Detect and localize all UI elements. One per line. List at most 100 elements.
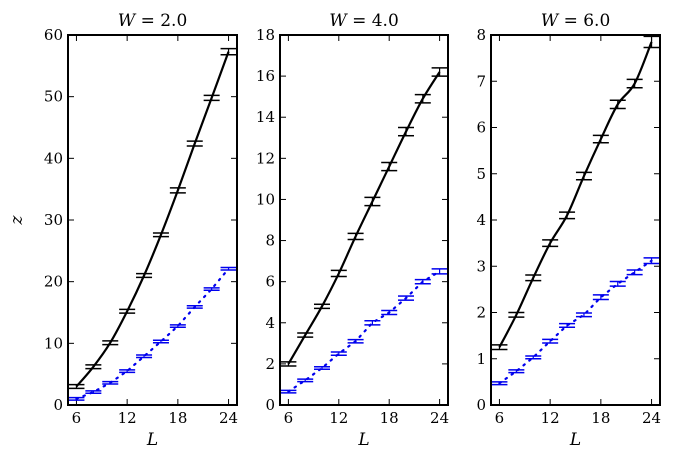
- error-bar: [85, 364, 102, 370]
- error-bar: [414, 93, 431, 104]
- y-tick-label: 0: [476, 396, 486, 414]
- y-tick-label: 60: [44, 26, 63, 44]
- panel-title: W = 2.0: [118, 11, 188, 31]
- error-bar: [491, 381, 508, 386]
- x-axis-label: L: [357, 430, 369, 450]
- x-tick-label: 12: [329, 409, 348, 427]
- error-bar: [152, 232, 169, 238]
- series-line-1: [287, 71, 441, 365]
- y-tick-label: 30: [44, 211, 63, 229]
- error-bar: [542, 239, 559, 248]
- y-tick-label: 2: [265, 355, 275, 373]
- error-bar: [152, 339, 169, 344]
- y-tick-label: 16: [256, 67, 275, 85]
- error-bar: [609, 280, 626, 287]
- error-bar: [119, 308, 136, 314]
- error-bar: [85, 390, 102, 395]
- y-tick-label: 3: [476, 257, 486, 275]
- error-bar: [575, 312, 592, 318]
- y-tick-label: 0: [265, 396, 275, 414]
- error-bar: [136, 272, 153, 279]
- error-bar: [280, 389, 297, 394]
- series-line-1: [75, 51, 230, 388]
- y-tick-label: 8: [476, 26, 486, 44]
- y-tick-label: 14: [256, 108, 275, 126]
- x-tick-label: 24: [219, 409, 238, 427]
- x-axis-label: L: [146, 430, 158, 450]
- error-bar: [398, 295, 414, 301]
- error-bar: [169, 324, 186, 329]
- error-bar: [609, 99, 626, 110]
- x-tick-label: 24: [430, 409, 449, 427]
- error-bar: [347, 338, 364, 344]
- error-bar: [508, 311, 525, 318]
- error-bar: [559, 211, 576, 220]
- error-bar: [102, 380, 119, 385]
- y-tick-label: 20: [44, 273, 63, 291]
- error-bar: [364, 196, 381, 207]
- error-bar: [431, 67, 448, 77]
- x-tick-label: 6: [72, 409, 82, 427]
- plot-frame: [490, 34, 661, 406]
- error-bar: [525, 274, 542, 282]
- y-tick-label: 5: [476, 165, 486, 183]
- y-tick-label: 8: [265, 232, 275, 250]
- y-tick-label: 10: [256, 190, 275, 208]
- x-tick-label: 6: [284, 409, 294, 427]
- error-bar: [542, 338, 559, 344]
- error-bar: [592, 294, 609, 301]
- error-bar: [297, 332, 314, 338]
- error-bar: [314, 303, 330, 310]
- y-tick-label: 4: [265, 314, 275, 332]
- error-bar: [203, 94, 220, 102]
- error-bar: [491, 344, 508, 351]
- error-bar: [508, 369, 525, 374]
- error-bar: [626, 269, 643, 276]
- x-tick-label: 18: [168, 409, 187, 427]
- y-tick-label: 0: [53, 396, 63, 414]
- error-bar: [68, 383, 85, 390]
- y-tick-label: 50: [44, 88, 63, 106]
- error-bar: [364, 319, 381, 326]
- error-bar: [575, 171, 592, 181]
- error-bar: [592, 134, 609, 144]
- error-bar: [347, 232, 364, 241]
- error-bar: [220, 266, 237, 271]
- y-axis-label: z: [7, 214, 27, 225]
- error-bar: [314, 366, 330, 370]
- y-tick-label: 6: [265, 273, 275, 291]
- y-tick-label: 40: [44, 149, 63, 167]
- y-tick-label: 4: [476, 211, 486, 229]
- y-tick-label: 6: [476, 119, 486, 137]
- plot-frame: [67, 34, 238, 406]
- error-bar: [102, 340, 119, 346]
- x-tick-label: 6: [495, 409, 505, 427]
- error-bar: [414, 278, 431, 285]
- panel-title: W = 4.0: [329, 11, 399, 31]
- error-bar: [220, 47, 237, 56]
- x-tick-label: 18: [591, 409, 610, 427]
- error-bar: [186, 140, 203, 147]
- error-bar: [280, 361, 297, 367]
- series-line-2: [498, 259, 653, 385]
- panel-1: 0 10 20 30 40 50 60 6 12 18 24 W = 2.0 Lz: [7, 11, 238, 450]
- x-tick-label: 12: [118, 409, 137, 427]
- plot-frame: [279, 34, 449, 406]
- x-axis-label: L: [569, 430, 581, 450]
- y-tick-label: 1: [476, 350, 486, 368]
- error-bar: [68, 396, 85, 401]
- y-tick-label: 12: [256, 149, 275, 167]
- error-bar: [169, 187, 186, 194]
- y-tick-label: 2: [476, 304, 486, 322]
- x-tick-label: 24: [642, 409, 661, 427]
- error-bar: [330, 269, 347, 278]
- error-bar: [186, 304, 203, 309]
- x-tick-label: 18: [380, 409, 399, 427]
- error-bar: [119, 369, 136, 374]
- x-tick-label: 12: [541, 409, 560, 427]
- y-tick-label: 10: [44, 334, 63, 352]
- error-bar: [525, 355, 542, 360]
- series-line-2: [287, 270, 441, 393]
